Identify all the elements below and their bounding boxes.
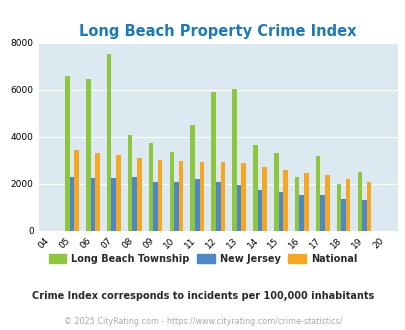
Bar	[336, 184, 341, 231]
Bar	[220, 162, 224, 231]
Bar	[169, 152, 174, 231]
Bar	[345, 179, 350, 231]
Bar	[148, 143, 153, 231]
Bar	[107, 54, 111, 231]
Bar	[153, 182, 158, 231]
Bar	[283, 170, 287, 231]
Bar	[116, 155, 120, 231]
Bar	[294, 177, 299, 231]
Bar	[273, 153, 278, 231]
Bar	[136, 158, 141, 231]
Bar	[366, 182, 371, 231]
Bar	[357, 172, 361, 231]
Bar	[174, 182, 178, 231]
Bar	[315, 156, 320, 231]
Bar	[303, 173, 308, 231]
Bar	[299, 195, 303, 231]
Bar	[90, 178, 95, 231]
Bar	[257, 190, 262, 231]
Bar	[236, 185, 241, 231]
Bar	[278, 192, 283, 231]
Bar	[320, 195, 324, 231]
Bar	[158, 160, 162, 231]
Bar	[262, 167, 266, 231]
Title: Long Beach Property Crime Index: Long Beach Property Crime Index	[79, 24, 356, 39]
Bar	[128, 135, 132, 231]
Bar	[252, 145, 257, 231]
Bar	[70, 177, 74, 231]
Bar	[324, 175, 329, 231]
Bar	[241, 163, 245, 231]
Bar	[232, 89, 236, 231]
Bar	[215, 182, 220, 231]
Text: © 2025 CityRating.com - https://www.cityrating.com/crime-statistics/: © 2025 CityRating.com - https://www.city…	[64, 317, 341, 326]
Bar	[178, 161, 183, 231]
Text: Crime Index corresponds to incidents per 100,000 inhabitants: Crime Index corresponds to incidents per…	[32, 291, 373, 301]
Bar	[95, 153, 100, 231]
Bar	[211, 92, 215, 231]
Bar	[65, 76, 70, 231]
Bar	[111, 178, 116, 231]
Bar	[361, 200, 366, 231]
Bar	[74, 150, 79, 231]
Bar	[132, 177, 136, 231]
Bar	[86, 79, 90, 231]
Bar	[190, 125, 194, 231]
Bar	[341, 199, 345, 231]
Bar	[199, 162, 204, 231]
Bar	[194, 179, 199, 231]
Legend: Long Beach Township, New Jersey, National: Long Beach Township, New Jersey, Nationa…	[45, 249, 360, 267]
